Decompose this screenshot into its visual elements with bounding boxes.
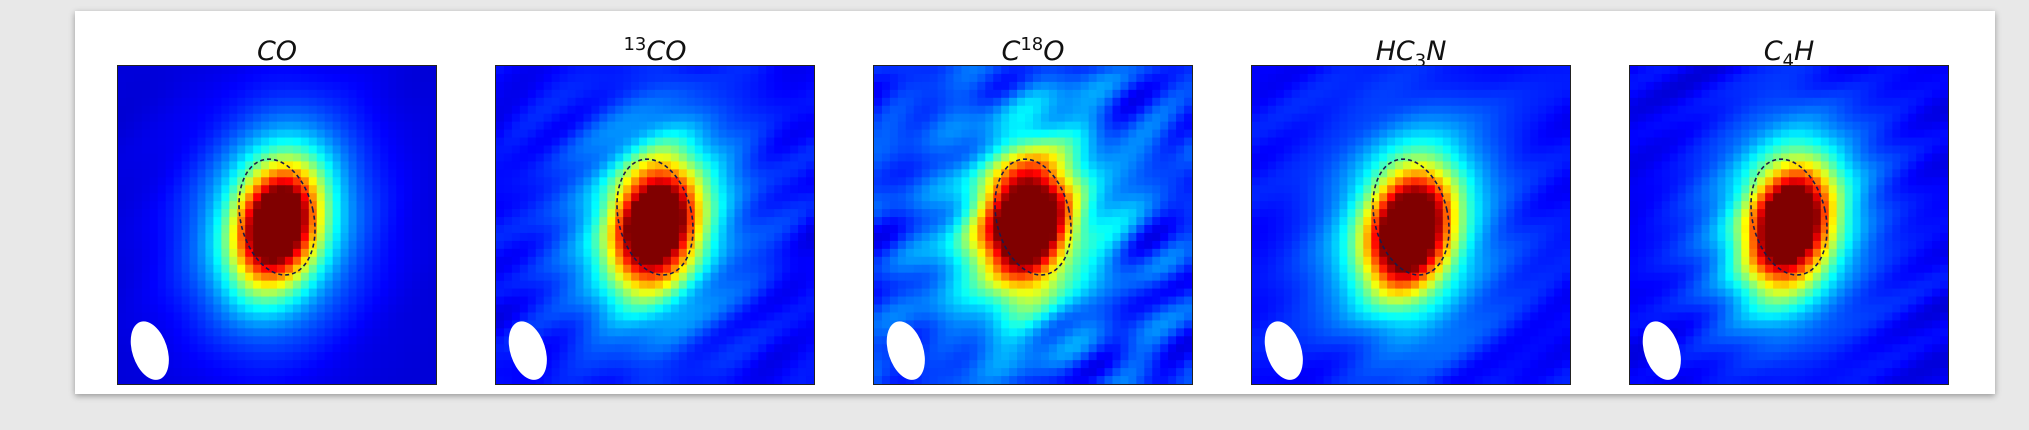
pixel-grid (496, 66, 814, 384)
map-svg (496, 66, 814, 384)
intensity-map (117, 65, 437, 385)
beam-ellipse (1642, 321, 1681, 380)
pixel-grid (1630, 66, 1948, 384)
panel-title: C4H (1763, 36, 1815, 72)
panel-title: 13CO (623, 34, 687, 67)
intensity-map (495, 65, 815, 385)
aperture-contour (1372, 158, 1450, 276)
intensity-map (873, 65, 1193, 385)
beam-ellipse (130, 321, 169, 380)
intensity-map (1629, 65, 1949, 385)
panel-13co: 13CO (495, 25, 815, 385)
map-svg (1252, 66, 1570, 384)
panel-c4h: C4H (1629, 25, 1949, 385)
pixel-grid (874, 66, 1192, 384)
panel-c18o: C18O (873, 25, 1193, 385)
map-svg (1630, 66, 1948, 384)
beam-ellipse (1264, 321, 1303, 380)
aperture-contour (616, 158, 694, 276)
panel-title: HC3N (1375, 36, 1447, 72)
panel-title: C18O (1001, 34, 1065, 67)
aperture-contour (1750, 158, 1828, 276)
pixel-grid (118, 66, 436, 384)
panel-hc3n: HC3N (1251, 25, 1571, 385)
figure-sheet: CO 13CO C18O HC3N C4H (75, 11, 1995, 394)
aperture-contour (238, 158, 316, 276)
beam-ellipse (508, 321, 547, 380)
beam-ellipse (886, 321, 925, 380)
panel-title: CO (256, 36, 298, 67)
map-svg (118, 66, 436, 384)
intensity-map (1251, 65, 1571, 385)
panel-co: CO (117, 25, 437, 385)
pixel-grid (1252, 66, 1570, 384)
map-svg (874, 66, 1192, 384)
aperture-contour (994, 158, 1072, 276)
